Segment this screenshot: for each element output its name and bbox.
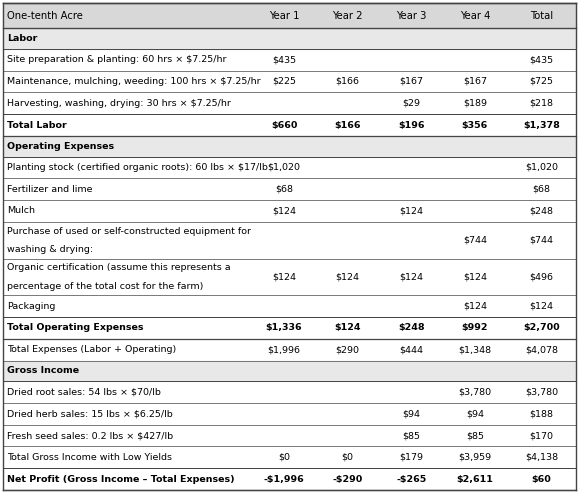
Text: $94: $94	[402, 409, 420, 418]
Text: Total Operating Expenses: Total Operating Expenses	[7, 323, 144, 332]
Text: $435: $435	[272, 55, 296, 64]
Text: $3,959: $3,959	[459, 453, 492, 462]
Text: $68: $68	[532, 185, 550, 194]
Text: $167: $167	[400, 77, 423, 86]
Text: $124: $124	[272, 207, 296, 215]
Text: $1,336: $1,336	[266, 323, 302, 332]
Text: Total Labor: Total Labor	[7, 120, 67, 130]
Text: $3,780: $3,780	[459, 387, 492, 396]
Text: $744: $744	[529, 236, 554, 245]
Text: $248: $248	[398, 323, 424, 332]
Text: -$265: -$265	[396, 475, 426, 484]
Text: $1,020: $1,020	[267, 163, 301, 172]
Text: $2,611: $2,611	[456, 475, 493, 484]
Text: $248: $248	[529, 207, 554, 215]
Text: Planting stock (certified organic roots): 60 lbs × $17/lb: Planting stock (certified organic roots)…	[7, 163, 268, 172]
Text: $660: $660	[271, 120, 297, 130]
Text: $0: $0	[278, 453, 290, 462]
Text: $744: $744	[463, 236, 487, 245]
Text: $166: $166	[335, 120, 361, 130]
Text: Site preparation & planting: 60 hrs × $7.25/hr: Site preparation & planting: 60 hrs × $7…	[7, 55, 226, 64]
Text: Year 4: Year 4	[460, 11, 490, 21]
Text: Fresh seed sales: 0.2 lbs × $427/lb: Fresh seed sales: 0.2 lbs × $427/lb	[7, 431, 173, 440]
Text: $992: $992	[461, 323, 488, 332]
Text: $2,700: $2,700	[523, 323, 560, 332]
Text: $290: $290	[336, 345, 360, 354]
Text: Harvesting, washing, drying: 30 hrs × $7.25/hr: Harvesting, washing, drying: 30 hrs × $7…	[7, 99, 231, 108]
Text: -$1,996: -$1,996	[263, 475, 305, 484]
Text: $124: $124	[463, 272, 487, 282]
Text: $4,138: $4,138	[525, 453, 558, 462]
Text: One-tenth Acre: One-tenth Acre	[7, 11, 83, 21]
Text: Labor: Labor	[7, 34, 38, 43]
Text: $225: $225	[272, 77, 296, 86]
Text: Organic certification (assume this represents a: Organic certification (assume this repre…	[7, 263, 230, 272]
Text: Year 3: Year 3	[396, 11, 427, 21]
Text: $124: $124	[529, 302, 554, 311]
Text: $444: $444	[400, 345, 423, 354]
Text: Net Profit (Gross Income – Total Expenses): Net Profit (Gross Income – Total Expense…	[7, 475, 234, 484]
Text: $124: $124	[336, 272, 360, 282]
Text: Dried herb sales: 15 lbs × $6.25/lb: Dried herb sales: 15 lbs × $6.25/lb	[7, 409, 173, 418]
Text: $1,020: $1,020	[525, 163, 558, 172]
Text: $435: $435	[529, 55, 554, 64]
Text: Total: Total	[530, 11, 553, 21]
Text: Mulch: Mulch	[7, 207, 35, 215]
Text: $166: $166	[336, 77, 360, 86]
Text: $68: $68	[275, 185, 293, 194]
Text: -$290: -$290	[332, 475, 363, 484]
Text: $60: $60	[532, 475, 551, 484]
Text: $29: $29	[402, 99, 420, 108]
Text: washing & drying:: washing & drying:	[7, 245, 93, 254]
Text: $124: $124	[335, 323, 361, 332]
Text: $356: $356	[461, 120, 488, 130]
Text: percentage of the total cost for the farm): percentage of the total cost for the far…	[7, 282, 203, 290]
Text: $167: $167	[463, 77, 487, 86]
Text: $94: $94	[466, 409, 484, 418]
Text: Maintenance, mulching, weeding: 100 hrs × $7.25/hr: Maintenance, mulching, weeding: 100 hrs …	[7, 77, 261, 86]
Text: $1,996: $1,996	[267, 345, 301, 354]
Text: $124: $124	[463, 302, 487, 311]
Text: Dried root sales: 54 lbs × $70/lb: Dried root sales: 54 lbs × $70/lb	[7, 387, 161, 396]
Text: $1,378: $1,378	[523, 120, 560, 130]
Text: $179: $179	[400, 453, 423, 462]
Text: $124: $124	[272, 272, 296, 282]
Text: Total Gross Income with Low Yields: Total Gross Income with Low Yields	[7, 453, 172, 462]
Text: $170: $170	[529, 431, 554, 440]
Text: $1,348: $1,348	[459, 345, 492, 354]
Text: Fertilizer and lime: Fertilizer and lime	[7, 185, 93, 194]
Text: $85: $85	[402, 431, 420, 440]
Text: $0: $0	[342, 453, 354, 462]
Text: $124: $124	[400, 272, 423, 282]
Text: $496: $496	[529, 272, 554, 282]
Text: $188: $188	[529, 409, 554, 418]
Text: $3,780: $3,780	[525, 387, 558, 396]
Text: Purchase of used or self-constructed equipment for: Purchase of used or self-constructed equ…	[7, 226, 251, 236]
Text: $725: $725	[529, 77, 554, 86]
Text: Total Expenses (Labor + Operating): Total Expenses (Labor + Operating)	[7, 345, 176, 354]
Text: $124: $124	[400, 207, 423, 215]
Text: $218: $218	[529, 99, 554, 108]
Text: Gross Income: Gross Income	[7, 366, 79, 375]
Text: $85: $85	[466, 431, 484, 440]
Text: Year 2: Year 2	[332, 11, 363, 21]
Text: Operating Expenses: Operating Expenses	[7, 141, 114, 151]
Text: Packaging: Packaging	[7, 302, 56, 311]
Text: $196: $196	[398, 120, 424, 130]
Text: $189: $189	[463, 99, 487, 108]
Text: Year 1: Year 1	[269, 11, 299, 21]
Text: $4,078: $4,078	[525, 345, 558, 354]
